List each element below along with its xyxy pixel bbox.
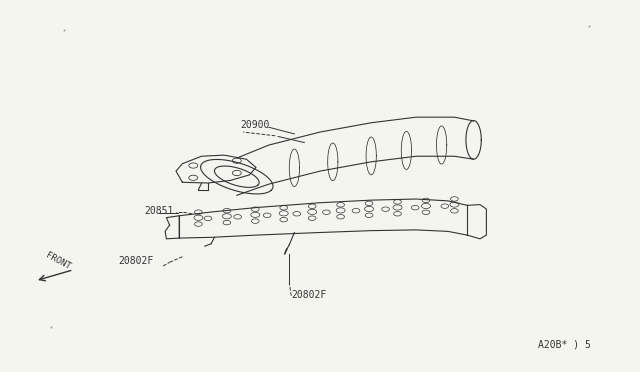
Text: FRONT: FRONT — [44, 251, 72, 272]
Text: 20802F: 20802F — [118, 256, 154, 266]
Text: 20851: 20851 — [144, 206, 173, 216]
Text: A20B* ) 5: A20B* ) 5 — [538, 340, 591, 350]
Text: 20900: 20900 — [240, 120, 269, 130]
Text: 20802F: 20802F — [291, 290, 326, 300]
